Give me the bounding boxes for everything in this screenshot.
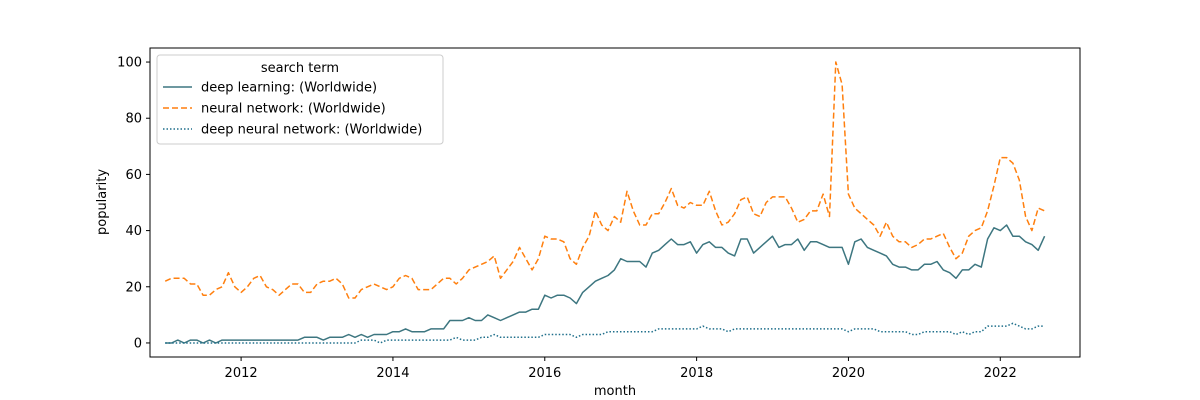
x-tick-label: 2016 — [528, 366, 561, 381]
x-tick-label: 2018 — [680, 366, 713, 381]
plot-lines — [164, 61, 1046, 344]
x-tick-label: 2022 — [984, 366, 1017, 381]
y-tick-label: 100 — [117, 56, 142, 71]
y-axis-label: popularity — [95, 169, 110, 235]
y-tick-label: 0 — [134, 336, 142, 351]
legend: search term deep learning: (Worldwide) ne… — [156, 54, 444, 145]
legend-box — [156, 54, 444, 145]
legend-title: search term — [261, 61, 339, 76]
series-line-0 — [165, 224, 1046, 344]
x-axis-label: month — [594, 384, 636, 399]
legend-entry-label: deep learning: (Worldwide) — [201, 81, 377, 96]
series-line-1 — [164, 61, 1045, 299]
y-tick-label: 60 — [125, 168, 142, 183]
x-tick-label: 2012 — [225, 366, 258, 381]
legend-entries: deep learning: (Worldwide) neural network… — [163, 81, 422, 138]
legend-entry-label: deep neural network: (Worldwide) — [201, 123, 422, 138]
y-axis: 0 20 40 60 80 100 — [117, 56, 150, 351]
y-tick-label: 20 — [125, 280, 142, 295]
legend-entry-label: neural network: (Worldwide) — [201, 102, 386, 117]
x-axis: 2012 2014 2016 2018 2020 2022 — [225, 357, 1017, 381]
axes-frame — [149, 47, 1081, 358]
y-tick-label: 40 — [125, 224, 142, 239]
y-tick-label: 80 — [125, 112, 142, 127]
x-tick-label: 2020 — [832, 366, 865, 381]
x-tick-label: 2014 — [376, 366, 409, 381]
